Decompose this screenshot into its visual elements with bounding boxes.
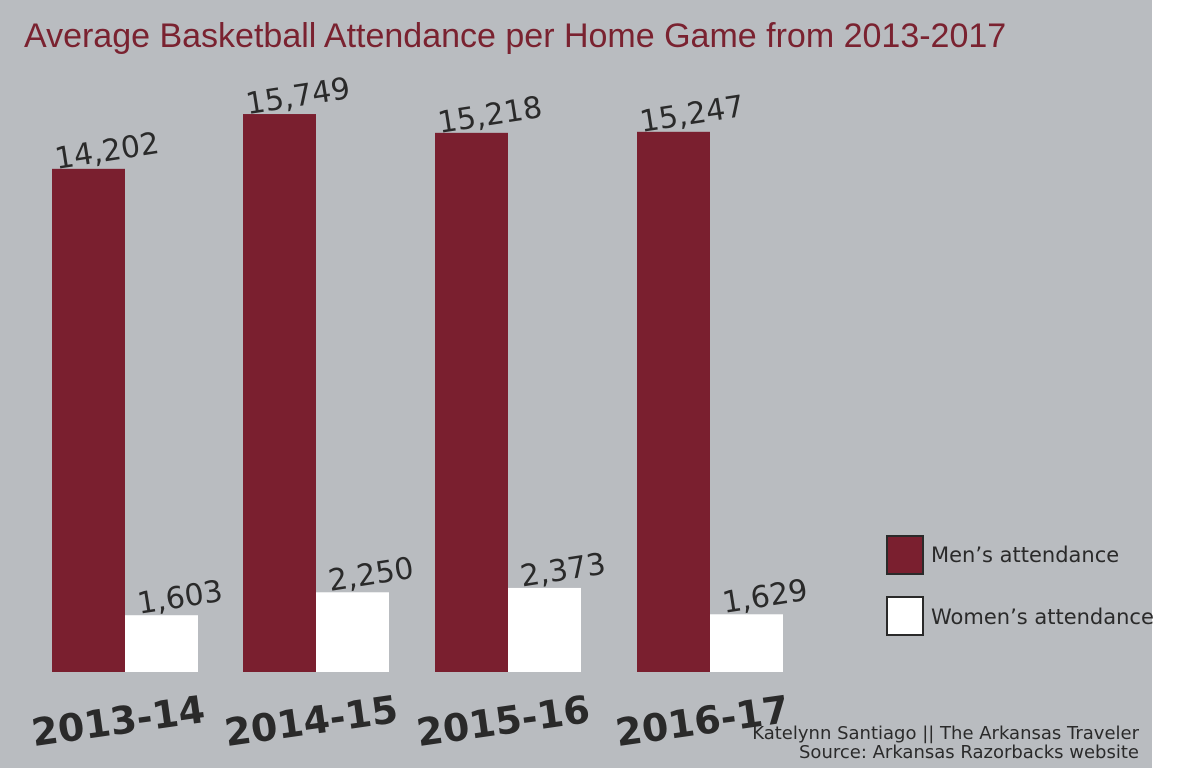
bar-men-2015-16	[435, 132, 508, 672]
bar-women-2016-17	[710, 614, 783, 672]
bars-group	[52, 114, 783, 673]
legend: Men’s attendance Women’s attendance	[886, 535, 1154, 636]
bar-women-2015-16	[508, 587, 581, 672]
bar-men-2014-15	[243, 114, 316, 673]
credit-source: Source: Arkansas Razorbacks website	[799, 742, 1139, 763]
legend-swatch-women	[886, 596, 924, 636]
legend-label-men: Men’s attendance	[931, 543, 1119, 567]
bar-men-2013-14	[52, 168, 125, 672]
chart-title: Average Basketball Attendance per Home G…	[24, 17, 1006, 55]
credit-byline: Katelynn Santiago || The Arkansas Travel…	[752, 723, 1139, 744]
legend-swatch-men	[886, 535, 924, 575]
legend-label-women: Women’s attendance	[931, 605, 1154, 629]
bar-women-2014-15	[316, 592, 389, 672]
bar-men-2016-17	[637, 131, 710, 673]
bar-women-2013-14	[125, 615, 198, 672]
